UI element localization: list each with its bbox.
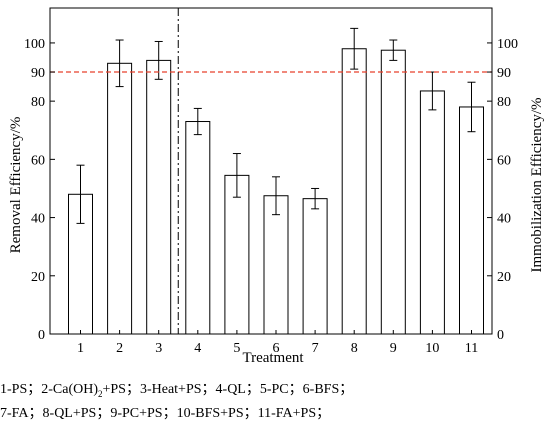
legend-item: 9-PC+PS； <box>110 406 177 421</box>
y2-tick-label: 100 <box>497 37 518 52</box>
y2-tick-label: 90 <box>497 66 511 81</box>
bar <box>146 59 172 335</box>
legend-item: 4-QL； <box>215 382 260 397</box>
legend-item: 10-BFS+PS； <box>176 406 258 421</box>
bar <box>185 121 211 335</box>
x-axis-label: Treatment <box>242 350 304 366</box>
x-tick-label: 8 <box>351 341 358 356</box>
legend-item: 3-Heat+PS； <box>139 382 216 397</box>
bar <box>107 62 133 335</box>
x-tick-label: 2 <box>116 341 123 356</box>
y-tick-label: 0 <box>38 328 45 343</box>
bar <box>263 195 289 335</box>
x-tick-label: 6 <box>273 341 280 356</box>
legend-item: 7-FA； <box>0 406 43 421</box>
y2-tick-label: 40 <box>497 212 511 227</box>
bar-chart: 0 0 20 20 40 40 60 60 80 80 90 90 100 100 1 2 3 4 5 6 7 8 9 10 1… <box>8 7 545 366</box>
y2-tick-label: 60 <box>497 153 511 168</box>
legend-item: 8-QL+PS； <box>42 406 111 421</box>
y2-axis-label: Immobilization Efficiency/% <box>529 97 545 272</box>
y2-tick-label: 20 <box>497 270 511 285</box>
x-tick-label: 4 <box>194 341 201 356</box>
x-tick-label: 9 <box>390 341 397 356</box>
x-tick-label: 5 <box>233 341 240 356</box>
bar <box>419 90 445 335</box>
legend-item: 5-PC； <box>259 382 303 397</box>
legend-item: 1-PS； <box>0 382 42 397</box>
treatment-legend-line-2: 7-FA；8-QL+PS；9-PC+PS；10-BFS+PS；11-FA+PS； <box>0 402 330 422</box>
legend-item: 6-BFS； <box>302 382 354 397</box>
y-tick-label: 40 <box>31 212 45 227</box>
y-tick-label: 60 <box>31 153 45 168</box>
plot-frame <box>49 7 493 335</box>
y-tick-label: 100 <box>24 37 45 52</box>
bar <box>302 198 328 335</box>
x-tick-label: 11 <box>465 341 478 356</box>
y-tick-label: 90 <box>31 66 45 81</box>
x-tick-label: 7 <box>312 341 319 356</box>
bar <box>224 174 250 335</box>
x-tick-label: 10 <box>425 341 439 356</box>
legend-item: 2-Ca(OH)2+PS； <box>41 382 140 399</box>
y2-tick-label: 0 <box>497 328 504 343</box>
bar <box>341 48 367 335</box>
x-tick-label: 3 <box>155 341 162 356</box>
y-tick-label: 80 <box>31 95 45 110</box>
y2-tick-label: 80 <box>497 95 511 110</box>
bar <box>380 49 406 335</box>
x-tick-label: 1 <box>77 341 84 356</box>
y-tick-label: 20 <box>31 270 45 285</box>
y-axis-label: Removal Efficiency/% <box>8 117 24 254</box>
legend-item: 11-FA+PS； <box>257 406 331 421</box>
bar <box>459 106 484 335</box>
treatment-legend-line-1: 1-PS；2-Ca(OH)2+PS；3-Heat+PS；4-QL；5-PC；6-… <box>0 378 353 399</box>
